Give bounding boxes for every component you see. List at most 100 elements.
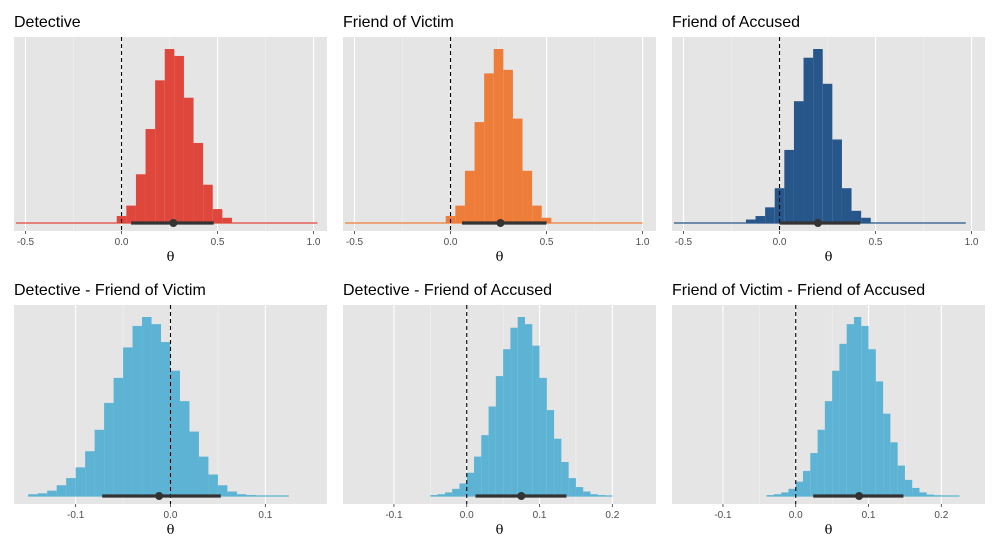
histogram-bar <box>174 55 184 224</box>
x-tick-label: 0.2 <box>934 510 948 521</box>
histogram-bar <box>532 205 542 223</box>
panel-title: Friend of Accused <box>672 14 800 31</box>
histogram-bar <box>85 451 95 496</box>
panel-title: Friend of Victim - Friend of Accused <box>672 282 925 299</box>
histogram-bar <box>803 470 811 496</box>
histogram-bar <box>493 49 504 223</box>
x-axis-label: θ <box>825 523 833 538</box>
histogram-bar <box>524 324 533 496</box>
histogram-bar <box>817 429 825 496</box>
panel-title: Detective - Friend of Accused <box>343 282 552 299</box>
x-tick-label: 0.0 <box>164 510 178 521</box>
histogram-bar <box>795 481 804 496</box>
histogram-bar <box>503 349 511 496</box>
x-tick-label: 0.1 <box>258 510 272 521</box>
x-axis-label: θ <box>496 523 504 538</box>
panel-title: Detective <box>14 14 81 31</box>
histogram-bar <box>813 49 823 223</box>
histogram-bar <box>495 376 504 496</box>
x-tick-label: 0.0 <box>444 237 458 248</box>
histogram-bar <box>444 492 453 496</box>
histogram-bar <box>155 80 165 223</box>
histogram-bar <box>56 485 67 496</box>
histogram-bar <box>766 495 774 496</box>
histogram-bar <box>132 325 143 496</box>
chart-panel-4: Detective - Friend of Victim -0.1 0.0 0.1 θ <box>14 282 327 538</box>
histogram-bar <box>123 347 133 496</box>
histogram-bar <box>474 122 485 223</box>
x-tick-label: -0.1 <box>67 510 85 521</box>
histogram-bar <box>803 57 814 224</box>
point-estimate <box>155 492 164 500</box>
histogram-bar <box>539 377 547 496</box>
histogram-bar <box>179 401 190 496</box>
x-tick-label: -0.5 <box>675 237 693 248</box>
histogram-bar <box>104 402 114 496</box>
x-axis-label: θ <box>825 250 833 265</box>
x-axis-label: θ <box>167 523 175 538</box>
x-tick-label: 1.0 <box>307 237 321 248</box>
histogram-bar <box>890 442 898 496</box>
histogram-bar <box>810 453 818 496</box>
histogram-bar <box>745 219 756 223</box>
histogram-bar <box>193 142 204 223</box>
histogram-bar <box>517 317 525 496</box>
x-tick-label: 0.0 <box>460 510 474 521</box>
histogram-bar <box>773 494 782 496</box>
histogram-bar <box>466 472 475 496</box>
histogram-bar <box>464 170 475 223</box>
histogram-bar <box>151 324 162 496</box>
histogram-bar <box>846 324 854 496</box>
histogram-bar <box>212 209 223 223</box>
histogram-bar <box>832 139 842 223</box>
histogram-bar <box>590 494 598 496</box>
histogram-bar <box>561 461 569 496</box>
histogram-bar <box>183 97 194 223</box>
histogram-bar <box>546 410 555 496</box>
histogram-bar <box>481 435 489 496</box>
chart-panel-3: Friend of Accused -0.5 0.0 0.5 1.0 θ <box>672 14 985 265</box>
histogram-bar <box>897 465 905 496</box>
chart-panel-5: Detective - Friend of Accused -0.1 0.0 0.1 0… <box>343 282 656 538</box>
x-tick-label: 0.0 <box>773 237 787 248</box>
x-tick-label: 0.5 <box>540 237 554 248</box>
histogram-bar <box>488 406 496 496</box>
histogram-bar <box>532 345 540 496</box>
histogram-bar <box>541 217 552 223</box>
histogram-bar <box>222 217 232 223</box>
histogram-bar <box>246 495 256 496</box>
x-tick-label: 1.0 <box>965 237 979 248</box>
histogram-bar <box>904 479 913 496</box>
histogram-bar <box>208 474 218 496</box>
histogram-bar <box>503 69 513 223</box>
histogram-bar <box>452 488 460 496</box>
histogram-bar <box>512 118 523 223</box>
panel-title: Detective - Friend of Victim <box>14 282 206 299</box>
x-tick-label: 1.0 <box>636 237 650 248</box>
x-tick-label: 0.1 <box>862 510 876 521</box>
x-tick-label: 0.5 <box>869 237 883 248</box>
histogram-bar <box>142 317 152 496</box>
chart-panel-1: Detective -0.5 0.0 0.5 1.0 θ <box>14 14 327 265</box>
histogram-bar <box>839 343 847 496</box>
histogram-bar <box>875 381 884 496</box>
point-estimate <box>169 219 178 227</box>
histogram-bar <box>853 317 862 496</box>
histogram-bar <box>575 487 584 496</box>
histogram-bar <box>934 495 942 496</box>
histogram-bar <box>94 429 105 496</box>
histogram-bar <box>522 170 533 223</box>
histogram-bar <box>161 342 171 496</box>
point-estimate <box>517 492 526 500</box>
x-tick-label: 0.0 <box>115 237 129 248</box>
histogram-bar <box>189 431 199 496</box>
histogram-bar <box>135 174 146 223</box>
histogram-bar <box>883 413 891 496</box>
histogram-bar <box>919 492 927 496</box>
histogram-bar <box>583 491 591 496</box>
histogram-bar <box>824 401 833 496</box>
histogram-bar <box>47 490 57 496</box>
histogram-bar <box>765 207 775 223</box>
chart-panel-2: Friend of Victim -0.5 0.0 0.5 1.0 θ <box>343 14 656 265</box>
